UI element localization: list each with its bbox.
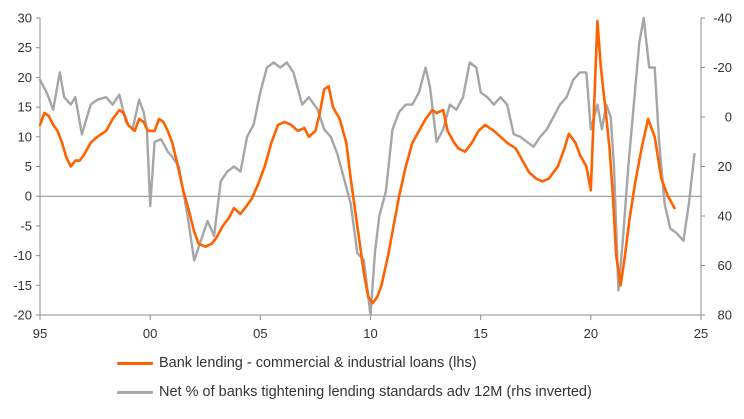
- series-line-bank-lending: [38, 19, 676, 305]
- legend-label-tightening-standards: Net % of banks tightening lending standa…: [159, 384, 592, 400]
- axes-layer: 30 25 20 15 10 5 0 -5 -10 -15 -20 -40 -20 0 20 40 60 80 95…: [13, 11, 732, 341]
- right-tick-label: 80: [718, 308, 732, 323]
- legend: Bank lending - commercial & industrial l…: [117, 352, 592, 410]
- x-tick-label: 25: [694, 326, 708, 340]
- legend-item-bank-lending: Bank lending - commercial & industrial l…: [117, 352, 592, 374]
- left-tick-label: 30: [18, 11, 32, 26]
- left-tick-label: -20: [13, 308, 32, 323]
- left-tick-label: 5: [25, 159, 32, 174]
- legend-item-tightening-standards: Net % of banks tightening lending standa…: [117, 381, 592, 403]
- x-tick-label: 15: [473, 326, 487, 340]
- left-tick-label: 25: [18, 40, 32, 55]
- left-tick-label: -5: [20, 218, 32, 233]
- right-tick-label: 40: [718, 209, 732, 224]
- x-tick-label: 05: [253, 326, 267, 340]
- left-tick-label: -10: [13, 248, 32, 263]
- legend-swatch-tightening-standards: [117, 390, 153, 394]
- right-tick-label: -40: [713, 11, 732, 26]
- series-line-tightening-standards: [38, 16, 696, 317]
- right-tick-label: 20: [718, 159, 732, 174]
- left-tick-label: 20: [18, 70, 32, 85]
- left-tick-label: -15: [13, 278, 32, 293]
- legend-swatch-bank-lending: [117, 361, 153, 365]
- left-tick-label: 10: [18, 129, 32, 144]
- legend-label-bank-lending: Bank lending - commercial & industrial l…: [159, 355, 477, 371]
- series-layer: [38, 16, 696, 317]
- left-tick-label: 15: [18, 100, 32, 115]
- chart-canvas: 30 25 20 15 10 5 0 -5 -10 -15 -20 -40 -20 0 20 40 60 80 95…: [13, 11, 732, 341]
- x-tick-label: 95: [33, 326, 47, 340]
- right-tick-label: 60: [718, 258, 732, 273]
- x-tick-label: 10: [363, 326, 377, 340]
- left-tick-label: 0: [25, 189, 32, 204]
- right-tick-label: 0: [725, 110, 732, 125]
- right-tick-label: -20: [713, 60, 732, 75]
- x-tick-label: 20: [584, 326, 598, 340]
- x-tick-label: 00: [143, 326, 157, 340]
